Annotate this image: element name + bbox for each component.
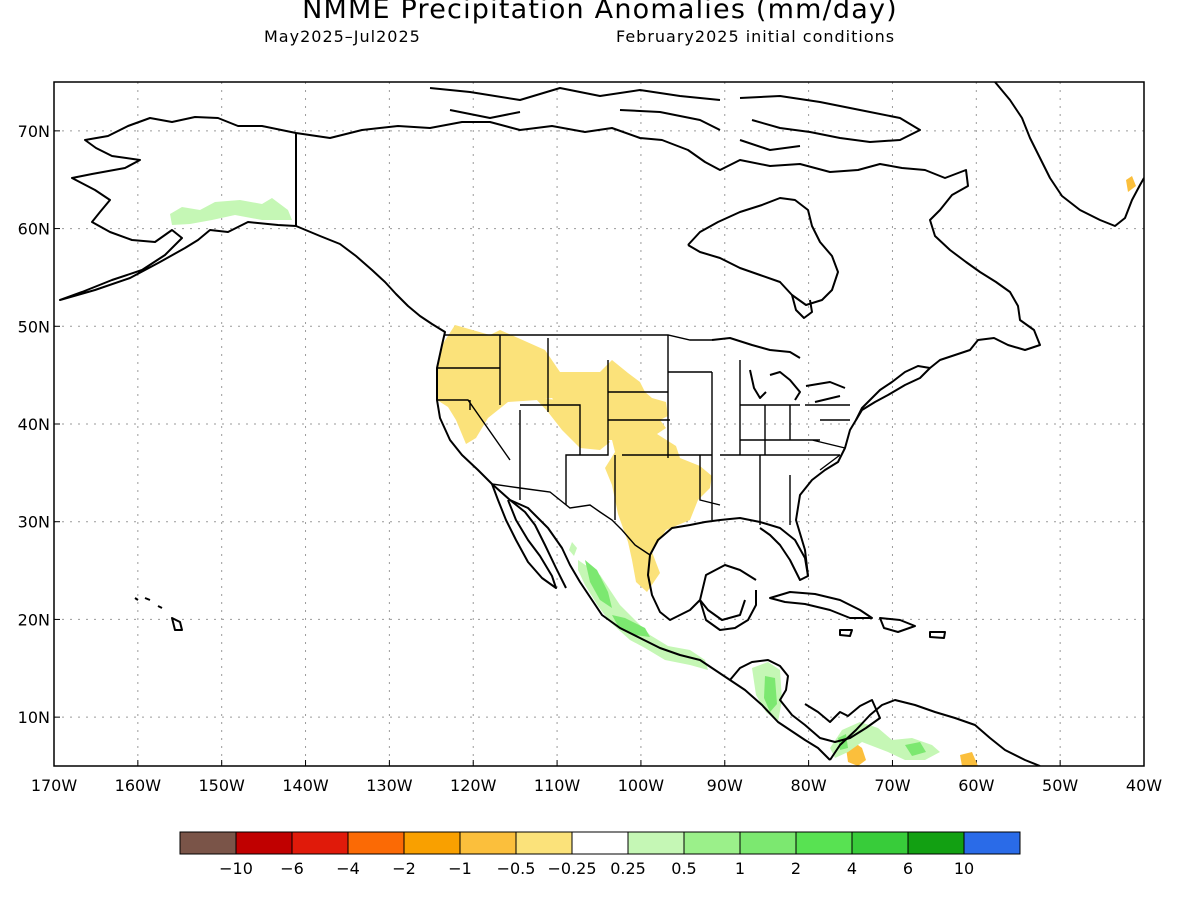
central-america <box>699 599 881 743</box>
lon-label: 50W <box>1042 776 1078 795</box>
lat-label: 70N <box>18 122 50 141</box>
legend-label: 6 <box>903 859 913 878</box>
baja-california <box>491 483 557 589</box>
legend-swatch <box>515 831 573 855</box>
gulf-coast <box>647 517 809 631</box>
legend-swatch <box>179 831 237 855</box>
us-mexico-border <box>491 483 651 556</box>
hudson-bay <box>687 197 839 306</box>
legend-swatch <box>851 831 909 855</box>
legend-colorbar <box>179 831 1021 855</box>
lon-label: 110W <box>534 776 581 795</box>
us-state-borders <box>437 335 850 525</box>
lon-label: 140W <box>282 776 329 795</box>
legend-swatch <box>627 831 685 855</box>
lat-label: 40N <box>18 415 50 434</box>
mexico-pacific-coast <box>509 499 831 761</box>
wet-anomaly-areas <box>170 198 940 760</box>
legend-swatch <box>235 831 293 855</box>
legend-swatch <box>403 831 461 855</box>
lon-label: 70W <box>874 776 910 795</box>
legend-swatch <box>739 831 797 855</box>
legend-swatch <box>907 831 965 855</box>
moderate-dry-anomaly <box>846 176 1136 766</box>
lon-label: 160W <box>115 776 162 795</box>
lon-label: 90W <box>707 776 743 795</box>
map-title: NMME Precipitation Anomalies (mm/day) <box>302 0 898 25</box>
legend-label: −0.25 <box>547 859 596 878</box>
south-america <box>829 699 1041 766</box>
legend-swatch <box>347 831 405 855</box>
lon-label: 170W <box>31 776 78 795</box>
lat-label: 30N <box>18 513 50 532</box>
west-coast <box>295 225 567 589</box>
strong-wet-anomaly <box>585 560 926 756</box>
lat-label: 20N <box>18 610 50 629</box>
great-lakes <box>711 337 846 403</box>
legend-swatch <box>683 831 741 855</box>
anomaly-shading <box>170 176 1136 766</box>
lat-label: 60N <box>18 220 50 239</box>
legend-label: −10 <box>219 859 253 878</box>
hawaii <box>134 597 183 631</box>
legend-swatch <box>795 831 853 855</box>
hispaniola <box>879 617 916 633</box>
jamaica <box>839 629 853 637</box>
legend-swatch <box>571 831 629 855</box>
james-bay <box>791 294 813 319</box>
lon-label: 60W <box>958 776 994 795</box>
alaska-coast <box>59 116 297 301</box>
legend-label: 10 <box>954 859 974 878</box>
legend-label: −1 <box>448 859 472 878</box>
east-coast <box>795 365 931 577</box>
legend-label: 0.5 <box>671 859 696 878</box>
legend-swatch <box>963 831 1021 855</box>
lon-label: 100W <box>618 776 665 795</box>
legend-label: −0.5 <box>497 859 536 878</box>
puerto-rico <box>929 631 946 639</box>
legend-label: 1 <box>735 859 745 878</box>
cuba <box>769 591 873 619</box>
arctic-islands <box>429 87 921 151</box>
legend-label: 2 <box>791 859 801 878</box>
lon-label: 40W <box>1126 776 1162 795</box>
legend-label: 0.25 <box>610 859 646 878</box>
lon-label: 130W <box>366 776 413 795</box>
forecast-period: May2025–Jul2025 <box>264 27 421 46</box>
initial-conditions: February2025 initial conditions <box>616 27 896 46</box>
legend-labels: −10 −6 −4 −2 −1 −0.5 −0.25 0.25 0.5 1 2 4 6 10 <box>219 859 974 878</box>
lon-label: 150W <box>199 776 246 795</box>
longitude-labels: 170W 160W 150W 140W 130W 120W 110W 100W 90W 80W 70… <box>31 776 1162 795</box>
legend-swatch <box>459 831 517 855</box>
political-borders <box>437 334 850 556</box>
legend-label: −6 <box>280 859 304 878</box>
legend-label: −2 <box>392 859 416 878</box>
lat-label: 50N <box>18 317 50 336</box>
lat-label: 10N <box>18 708 50 727</box>
latitude-labels: 70N 60N 50N 40N 30N 20N 10N <box>18 122 50 727</box>
lon-label: 80W <box>791 776 827 795</box>
greenland <box>994 82 1144 227</box>
legend-label: −4 <box>336 859 360 878</box>
lon-label: 120W <box>450 776 497 795</box>
legend-swatch <box>291 831 349 855</box>
legend-label: 4 <box>847 859 857 878</box>
arctic-coast <box>295 121 1041 421</box>
map-frame <box>53 81 1145 767</box>
coastlines <box>59 82 1144 766</box>
